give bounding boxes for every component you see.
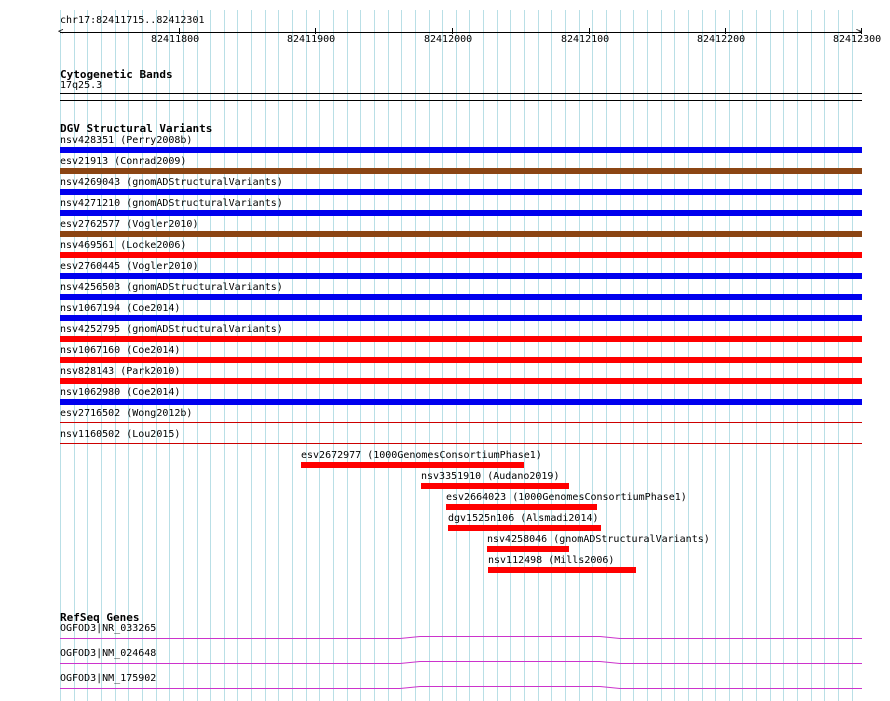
refseq-gene-line [60,661,862,664]
refseq-gene-line [60,636,862,639]
dgv-feature-label[interactable]: nsv112498 (Mills2006) [488,555,615,566]
dgv-feature-label[interactable]: nsv428351 (Perry2008b) [60,135,193,146]
ruler-tick-label: 82411900 [287,34,336,45]
refseq-gene-label[interactable]: OGFOD3|NM_175902 [60,673,157,684]
dgv-feature-label[interactable]: nsv4256503 (gnomADStructuralVariants) [60,282,283,293]
dgv-feature-bar[interactable] [60,294,862,300]
dgv-feature-label[interactable]: esv2664023 (1000GenomesConsortiumPhase1) [446,492,687,503]
dgv-track-title: DGV Structural Variants [60,122,213,135]
dgv-feature-bar[interactable] [60,189,862,195]
refseq-gene-label[interactable]: OGFOD3|NM_024648 [60,648,157,659]
ruler-tick-label: 82412100 [561,34,610,45]
refseq-gene-model[interactable] [60,684,862,690]
dgv-feature-label[interactable]: dgv1525n106 (Alsmadi2014) [448,513,599,524]
cytoband-track-title: Cytogenetic Bands [60,68,173,81]
ruler-left-arrow-icon: < [58,27,64,37]
refseq-gene-label[interactable]: OGFOD3|NR_033265 [60,623,157,634]
ruler-right-arrow-icon: > [856,27,862,37]
dgv-feature-bar[interactable] [60,378,862,384]
dgv-feature-bar[interactable] [60,273,862,279]
dgv-feature-bar[interactable] [60,399,862,405]
dgv-feature-bar[interactable] [60,147,862,153]
dgv-feature-bar[interactable] [60,422,862,423]
ruler-tick-label: 82411800 [151,34,200,45]
dgv-feature-bar[interactable] [60,315,862,321]
ruler-line [60,32,862,33]
dgv-feature-bar[interactable] [60,336,862,342]
dgv-feature-bar[interactable] [60,443,862,444]
dgv-feature-label[interactable]: nsv469561 (Locke2006) [60,240,187,251]
ruler-tick-label: 82412000 [424,34,473,45]
dgv-feature-bar[interactable] [421,483,569,489]
dgv-feature-label[interactable]: nsv1067160 (Coe2014) [60,345,181,356]
dgv-feature-bar[interactable] [448,525,601,531]
ruler-tick-label: 82412300 [833,34,882,45]
refseq-gene-model[interactable] [60,634,862,640]
dgv-feature-label[interactable]: nsv4252795 (gnomADStructuralVariants) [60,324,283,335]
refseq-gene-model[interactable] [60,659,862,665]
dgv-feature-bar[interactable] [60,210,862,216]
refseq-gene-line [60,686,862,689]
dgv-feature-bar[interactable] [301,462,524,468]
refseq-track-title: RefSeq Genes [60,611,140,624]
dgv-feature-label[interactable]: nsv4258046 (gnomADStructuralVariants) [487,534,710,545]
track-separator [60,100,862,101]
dgv-feature-label[interactable]: nsv1067194 (Coe2014) [60,303,181,314]
dgv-feature-bar[interactable] [60,168,862,174]
ruler-tick-label: 82412200 [697,34,746,45]
dgv-feature-label[interactable]: esv21913 (Conrad2009) [60,156,187,167]
dgv-feature-label[interactable]: esv2716502 (Wong2012b) [60,408,193,419]
dgv-feature-bar[interactable] [60,252,862,258]
dgv-feature-label[interactable]: esv2672977 (1000GenomesConsortiumPhase1) [301,450,542,461]
dgv-feature-bar[interactable] [60,357,862,363]
dgv-feature-bar[interactable] [488,567,636,573]
dgv-feature-label[interactable]: nsv4271210 (gnomADStructuralVariants) [60,198,283,209]
cytoband-label[interactable]: 17q25.3 [60,80,103,91]
dgv-feature-bar[interactable] [60,231,862,237]
dgv-feature-bar[interactable] [487,546,569,552]
dgv-feature-bar[interactable] [446,504,597,510]
dgv-feature-label[interactable]: nsv1160502 (Lou2015) [60,429,181,440]
dgv-feature-label[interactable]: nsv3351910 (Audano2019) [421,471,560,482]
ruler-range-label: chr17:82411715..82412301 [60,15,205,26]
dgv-feature-label[interactable]: nsv1062980 (Coe2014) [60,387,181,398]
dgv-feature-label[interactable]: nsv4269043 (gnomADStructuralVariants) [60,177,283,188]
dgv-feature-label[interactable]: esv2762577 (Vogler2010) [60,219,199,230]
dgv-feature-label[interactable]: nsv828143 (Park2010) [60,366,181,377]
dgv-feature-label[interactable]: esv2760445 (Vogler2010) [60,261,199,272]
cytoband-line [60,93,862,94]
